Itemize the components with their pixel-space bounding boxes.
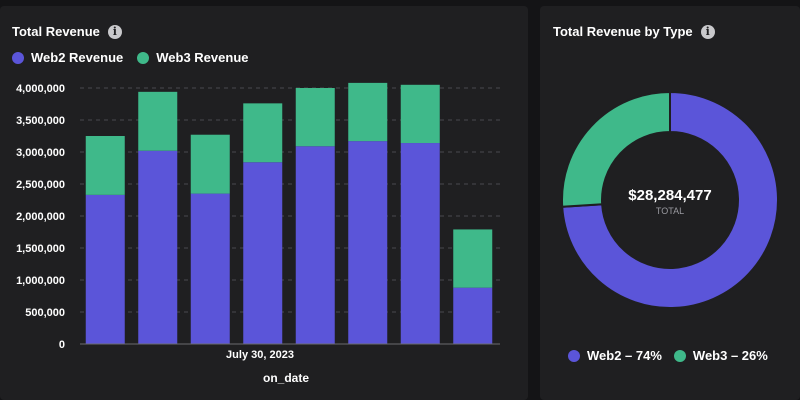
bar-web2-segment[interactable] bbox=[85, 194, 125, 344]
bar-web3-segment[interactable] bbox=[243, 103, 283, 163]
web2-swatch bbox=[568, 349, 580, 362]
donut-legend-web2[interactable]: Web2 – 74% bbox=[568, 348, 662, 363]
y-tick-label: 500,000 bbox=[25, 307, 65, 319]
y-tick-label: 3,000,000 bbox=[16, 147, 65, 159]
y-tick-label: 1,000,000 bbox=[16, 275, 65, 287]
bar-web2-segment[interactable] bbox=[400, 143, 440, 344]
legend-item-web2[interactable]: Web2 Revenue bbox=[12, 50, 123, 65]
revenue-by-type-title-row: Total Revenue by Type i bbox=[553, 24, 715, 39]
y-tick-label: 1,500,000 bbox=[16, 243, 65, 255]
donut-legend-web3[interactable]: Web3 – 26% bbox=[673, 348, 768, 363]
stacked-bar-chart: 4,000,000 3,500,000 3,000,000 2,500,000 2,00… bbox=[16, 82, 500, 385]
total-revenue-card: Total Revenue i Web2 Revenue Web3 Revenu… bbox=[0, 6, 528, 400]
donut-total-label: TOTAL bbox=[656, 206, 684, 216]
donut-slice-web3[interactable] bbox=[561, 90, 671, 208]
legend-label-web2: Web2 Revenue bbox=[31, 50, 124, 65]
donut-legend-label-web2: Web2 – 74% bbox=[587, 348, 662, 363]
web3-swatch bbox=[137, 51, 150, 64]
bar-web3-segment[interactable] bbox=[400, 84, 440, 144]
bar-web2-segment[interactable] bbox=[190, 193, 230, 344]
x-tick-label: July 30, 2023 bbox=[226, 349, 294, 361]
donut-slice-web2[interactable] bbox=[561, 90, 779, 309]
bar-web3-segment[interactable] bbox=[85, 136, 125, 195]
info-icon[interactable]: i bbox=[700, 24, 715, 39]
donut-legend-label-web3: Web3 – 26% bbox=[692, 348, 768, 363]
donut-chart: $28,284,477 TOTAL bbox=[561, 90, 779, 309]
bar-web2-segment[interactable] bbox=[348, 141, 388, 344]
gridlines bbox=[80, 87, 500, 313]
bar-web3-segment[interactable] bbox=[138, 91, 178, 151]
revenue-by-type-card: Total Revenue by Type i $28,284,477 TOTA… bbox=[540, 6, 800, 400]
y-tick-label: 4,000,000 bbox=[16, 83, 65, 95]
bar-web2-segment[interactable] bbox=[295, 146, 335, 344]
y-tick-label: 2,500,000 bbox=[16, 179, 65, 191]
bar-web3-segment[interactable] bbox=[295, 88, 335, 147]
donut-total-value: $28,284,477 bbox=[628, 187, 711, 204]
bar-web3-segment[interactable] bbox=[453, 229, 493, 288]
x-axis-title: on_date bbox=[263, 371, 309, 385]
y-tick-label: 0 bbox=[59, 339, 65, 351]
total-revenue-title-row: Total Revenue i bbox=[12, 24, 122, 39]
total-revenue-title: Total Revenue bbox=[12, 24, 100, 39]
web2-swatch bbox=[12, 51, 24, 64]
bar-web2-segment[interactable] bbox=[138, 150, 178, 344]
legend-item-web3[interactable]: Web3 Revenue bbox=[137, 50, 249, 65]
bar-web3-segment[interactable] bbox=[348, 82, 388, 142]
bar-legend: Web2 Revenue Web3 Revenue bbox=[12, 50, 249, 65]
revenue-by-type-title: Total Revenue by Type bbox=[553, 24, 693, 39]
y-tick-labels: 4,000,000 3,500,000 3,000,000 2,500,000 2,00… bbox=[16, 83, 65, 351]
y-tick-label: 2,000,000 bbox=[16, 211, 65, 223]
donut-legend: Web2 – 74% Web3 – 26% bbox=[568, 348, 768, 363]
web3-swatch bbox=[673, 349, 686, 362]
bar-web2-segment[interactable] bbox=[243, 162, 283, 344]
y-tick-label: 3,500,000 bbox=[16, 115, 65, 127]
donut-slices bbox=[561, 90, 779, 309]
bars bbox=[85, 82, 493, 344]
bar-web2-segment[interactable] bbox=[453, 287, 493, 344]
bar-web3-segment[interactable] bbox=[190, 134, 230, 194]
info-icon[interactable]: i bbox=[107, 24, 122, 39]
legend-label-web3: Web3 Revenue bbox=[156, 50, 249, 65]
